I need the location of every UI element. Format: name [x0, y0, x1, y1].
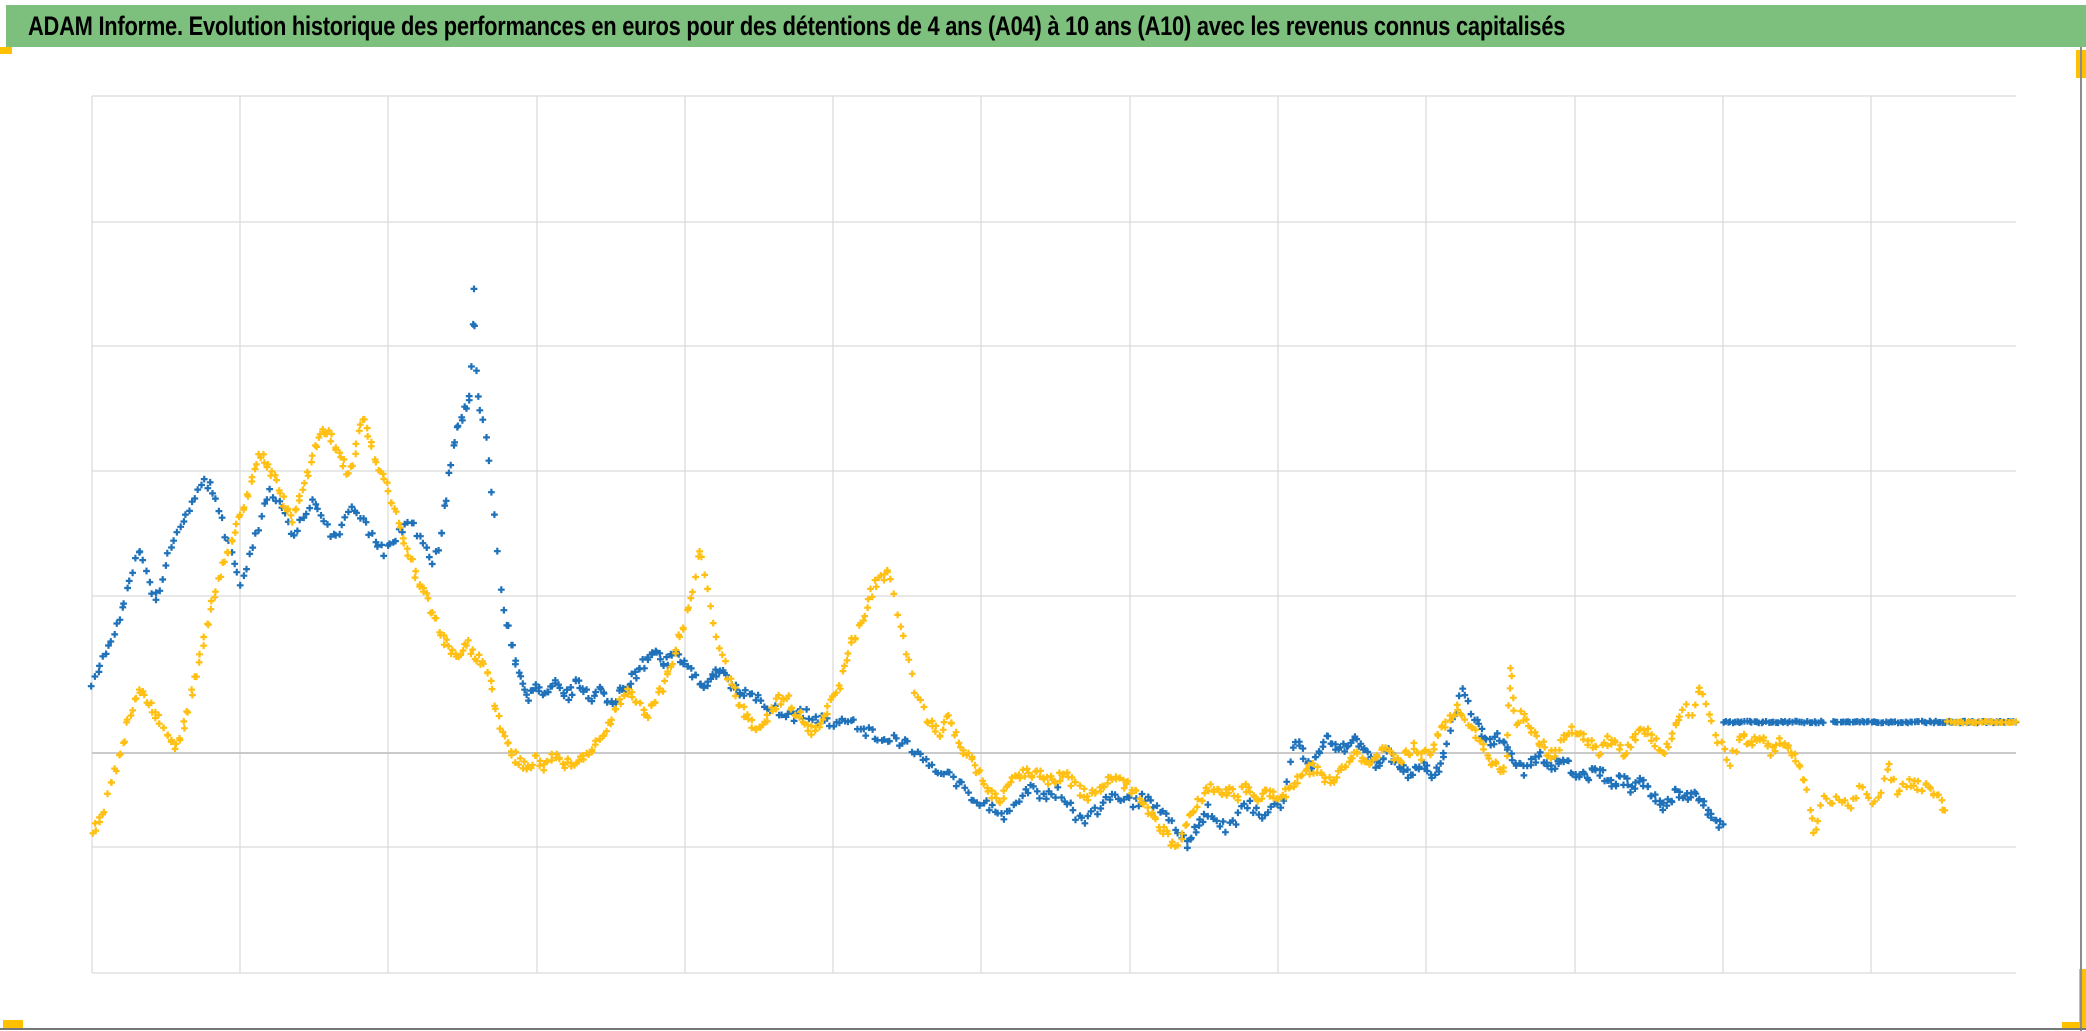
chart-title: ADAM Informe. Evolution historique des p… — [28, 10, 1566, 41]
chart-title-bar: ADAM Informe. Evolution historique des p… — [6, 5, 2086, 47]
gridlines — [91, 95, 2016, 974]
series-gold-markers — [89, 415, 2020, 850]
corner-accent-bottom-right-horizontal — [2062, 1022, 2086, 1028]
corner-accent-bottom-left — [3, 1020, 23, 1028]
corner-accent-bottom-right-vertical — [2079, 969, 2086, 1028]
corner-accent-top-left — [0, 47, 12, 54]
page-border-right — [2080, 47, 2082, 1031]
page-border-bottom — [0, 1028, 2086, 1030]
